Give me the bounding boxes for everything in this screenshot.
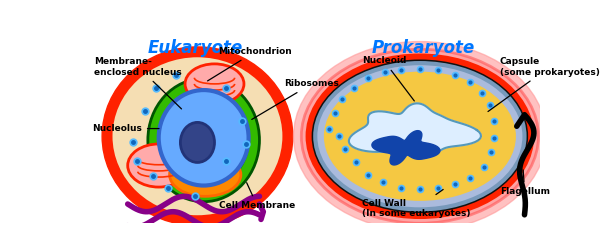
Text: Ribosomes: Ribosomes [252, 80, 339, 120]
Ellipse shape [170, 153, 241, 196]
Text: Nucleolus: Nucleolus [92, 124, 159, 133]
Text: Membrane-
enclosed nucleus: Membrane- enclosed nucleus [94, 57, 182, 109]
Ellipse shape [293, 42, 546, 231]
Ellipse shape [315, 63, 524, 210]
Ellipse shape [325, 72, 515, 200]
Ellipse shape [309, 57, 531, 216]
Ellipse shape [109, 53, 287, 220]
Text: Flagellum: Flagellum [500, 170, 550, 196]
Ellipse shape [158, 92, 248, 188]
Ellipse shape [301, 49, 538, 223]
Polygon shape [349, 103, 481, 153]
Text: Cell Membrane: Cell Membrane [219, 183, 295, 210]
Text: Nucleoid: Nucleoid [362, 56, 415, 101]
Ellipse shape [158, 90, 248, 186]
Polygon shape [372, 131, 440, 165]
Ellipse shape [205, 93, 224, 112]
Ellipse shape [314, 62, 526, 211]
Ellipse shape [102, 47, 293, 226]
Text: Mitochondrion: Mitochondrion [208, 47, 292, 81]
Text: Prokaryote: Prokaryote [372, 39, 475, 57]
Text: Cell Wall
(In some eukaryotes): Cell Wall (In some eukaryotes) [362, 190, 470, 218]
Text: Eukaryote: Eukaryote [148, 39, 243, 57]
Ellipse shape [148, 78, 259, 202]
Text: Capsule
(some prokaryotes): Capsule (some prokaryotes) [488, 57, 599, 112]
Ellipse shape [128, 144, 190, 187]
Ellipse shape [185, 64, 244, 104]
Ellipse shape [181, 122, 215, 162]
